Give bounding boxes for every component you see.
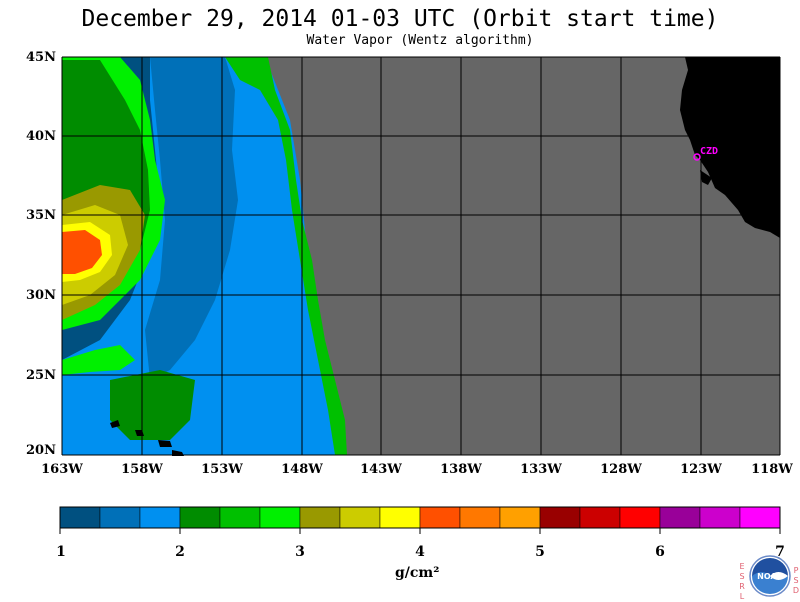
colorbar-swatch <box>699 506 741 529</box>
colorbar-units: g/cm² <box>395 565 440 581</box>
lon-label: 163W <box>41 462 83 477</box>
lat-label: 25N <box>26 368 56 383</box>
lat-label: 45N <box>26 50 56 65</box>
lon-label: 143W <box>360 462 402 477</box>
lon-label: 148W <box>281 462 323 477</box>
colorbar-swatch <box>299 506 341 529</box>
land-sf-bay <box>700 170 712 185</box>
colorbar-swatch <box>219 506 261 529</box>
colorbar-tick-label: 6 <box>655 544 665 560</box>
colorbar-tick-label: 7 <box>775 544 785 560</box>
colorbar <box>59 506 781 534</box>
noaa-logo-icon: NOAA <box>749 555 791 597</box>
swath-medium-blue <box>145 57 238 380</box>
lon-label: 118W <box>751 462 793 477</box>
swath-lower-green <box>110 370 195 440</box>
colorbar-swatch <box>579 506 621 529</box>
colorbar-swatch <box>499 506 541 529</box>
lon-label: 158W <box>121 462 163 477</box>
colorbar-tick-label: 1 <box>56 544 66 560</box>
lon-label: 128W <box>600 462 642 477</box>
lon-label: 138W <box>440 462 482 477</box>
lon-label: 133W <box>520 462 562 477</box>
hawaii-island-kauai <box>110 420 120 428</box>
swath-green-edge <box>225 57 347 455</box>
colorbar-tick-label: 4 <box>415 544 425 560</box>
colorbar-swatch <box>619 506 661 529</box>
colorbar-tick-label: 3 <box>295 544 305 560</box>
colorbar-swatch <box>419 506 461 529</box>
lat-label: 35N <box>26 208 56 223</box>
colorbar-swatch <box>659 506 701 529</box>
colorbar-swatch <box>259 506 301 529</box>
colorbar-swatch <box>339 506 381 529</box>
colorbar-tick-label: 2 <box>175 544 185 560</box>
station-label-czd: CZD <box>700 146 719 157</box>
map-grid <box>61 56 781 456</box>
swath-lower-bright-green <box>62 345 135 375</box>
station-marker <box>693 153 701 161</box>
lon-label: 153W <box>201 462 243 477</box>
hawaii-island-maui <box>158 440 172 447</box>
lon-label: 123W <box>680 462 722 477</box>
land-north-america <box>680 57 780 238</box>
swath-orange-core <box>62 230 102 274</box>
lat-label: 40N <box>26 129 56 144</box>
map-subtitle: Water Vapor (Wentz algorithm) <box>306 33 534 48</box>
lat-label: 30N <box>26 288 56 303</box>
lat-label: 20N <box>26 443 56 458</box>
colorbar-swatch <box>539 506 581 529</box>
colorbar-swatch <box>139 506 181 529</box>
colorbar-swatch <box>179 506 221 529</box>
colorbar-swatch <box>59 506 101 529</box>
colorbar-tick-label: 5 <box>535 544 545 560</box>
colorbar-swatch <box>379 506 421 529</box>
colorbar-swatch <box>739 506 781 529</box>
colorbar-swatch <box>99 506 141 529</box>
map-title: December 29, 2014 01-03 UTC (Orbit start… <box>81 6 719 32</box>
colorbar-swatch <box>459 506 501 529</box>
svg-text:NOAA: NOAA <box>757 572 783 581</box>
